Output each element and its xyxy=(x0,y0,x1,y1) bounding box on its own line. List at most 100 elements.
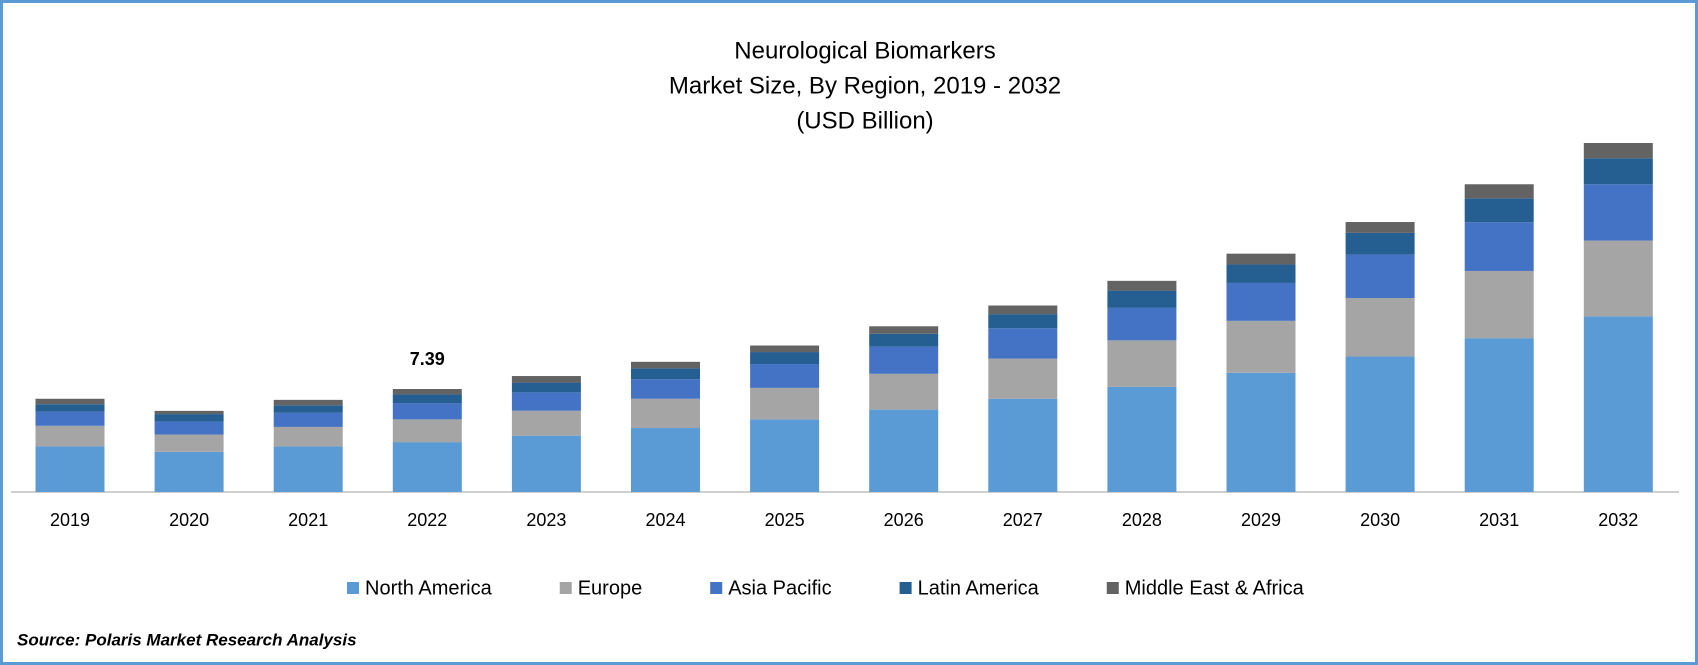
bar-segment xyxy=(869,333,939,347)
bar-segment xyxy=(1107,340,1177,387)
bar-segment xyxy=(631,361,700,369)
legend-label: Asia Pacific xyxy=(728,577,831,599)
legend-swatch xyxy=(1106,582,1119,594)
chart-title: Neurological Biomarkers xyxy=(734,37,995,64)
bar-segment xyxy=(988,328,1058,359)
bar-segment xyxy=(750,387,820,420)
bar-segment xyxy=(1345,297,1415,357)
bar-segment xyxy=(273,412,343,427)
bar-segment xyxy=(988,314,1058,329)
bar-segment xyxy=(1226,282,1296,321)
bar-segment xyxy=(1464,270,1534,339)
unit-label: (USD Billion) xyxy=(796,107,933,134)
bar-segment xyxy=(511,382,581,393)
bar-segment xyxy=(273,446,343,492)
bar-segment xyxy=(1345,232,1415,255)
total-label: 7.39 xyxy=(410,349,445,369)
x-tick-label: 2026 xyxy=(884,510,924,530)
bar-segment xyxy=(35,425,105,447)
x-tick-label: 2020 xyxy=(169,510,209,530)
legend-swatch xyxy=(710,582,723,594)
bar-segment xyxy=(631,379,700,399)
x-tick-label: 2031 xyxy=(1479,510,1519,530)
bar-segment xyxy=(1226,320,1296,373)
legend-label: Middle East & Africa xyxy=(1125,577,1305,599)
bar-segment xyxy=(1464,198,1534,223)
bar-segment xyxy=(392,389,462,395)
bar-segment xyxy=(1583,184,1653,241)
bar-segment xyxy=(869,346,939,374)
bar-segment xyxy=(869,373,939,410)
bar-segment xyxy=(1107,280,1177,291)
bar-segment xyxy=(988,358,1058,399)
source: Source: Polaris Market Research Analysis xyxy=(17,630,357,649)
bar-segment xyxy=(988,398,1058,492)
legend-swatch xyxy=(347,582,359,594)
bar-segment xyxy=(511,392,581,411)
bar-segment xyxy=(1583,143,1653,159)
bar-segment xyxy=(750,352,820,365)
x-tick-label: 2029 xyxy=(1241,510,1281,530)
legend-swatch xyxy=(899,582,912,594)
bar-segment xyxy=(1226,372,1296,492)
bar-segment xyxy=(511,376,581,383)
bar-segment xyxy=(35,446,105,492)
bar-segment xyxy=(1583,240,1653,317)
bar-segment xyxy=(1107,290,1177,308)
bar-segment xyxy=(511,435,581,492)
chart-subtitle: Market Size, By Region, 2019 - 2032 xyxy=(669,72,1061,99)
legend-swatch xyxy=(559,582,572,594)
bar-segment xyxy=(273,399,343,406)
bar-segment xyxy=(1464,222,1534,271)
x-tick-label: 2019 xyxy=(50,510,90,530)
bar-segment xyxy=(1345,254,1415,298)
bar-segment xyxy=(35,404,105,412)
x-tick-label: 2023 xyxy=(526,510,566,530)
bar-segment xyxy=(1107,307,1177,341)
bar-segment xyxy=(35,398,105,405)
legend-label: Latin America xyxy=(918,577,1040,599)
bar-segment xyxy=(750,345,820,353)
bar-segment xyxy=(750,364,820,388)
bar-segment xyxy=(392,442,462,492)
bar-segment xyxy=(631,368,700,380)
bar-segment xyxy=(273,426,343,447)
bar-segment xyxy=(1226,264,1296,283)
bar-segment xyxy=(1107,386,1177,492)
bar-segment xyxy=(154,414,224,422)
bar-segment xyxy=(392,403,462,420)
bar-segment xyxy=(1464,338,1534,492)
bar-segment xyxy=(392,394,462,404)
legend-label: North America xyxy=(365,577,493,599)
bar-segment xyxy=(154,451,224,492)
bar-segment xyxy=(154,410,224,415)
x-tick-label: 2022 xyxy=(407,510,447,530)
x-tick-label: 2021 xyxy=(288,510,328,530)
bar-segment xyxy=(511,410,581,436)
bar-segment xyxy=(988,305,1058,315)
bar-segment xyxy=(869,409,939,492)
bar-segment xyxy=(1583,316,1653,492)
x-tick-label: 2025 xyxy=(765,510,805,530)
bar-segment xyxy=(392,419,462,443)
bar-segment xyxy=(154,434,224,452)
legend-label: Europe xyxy=(578,577,643,599)
bar-segment xyxy=(750,419,820,492)
bar-segment xyxy=(869,326,939,334)
bar-segment xyxy=(1583,158,1653,185)
bar-segment xyxy=(1464,184,1534,199)
x-tick-label: 2030 xyxy=(1360,510,1400,530)
x-tick-label: 2027 xyxy=(1003,510,1043,530)
bar-segment xyxy=(631,428,700,492)
bar-segment xyxy=(631,398,700,429)
bar-segment xyxy=(273,405,343,413)
bar-segment xyxy=(1226,253,1296,265)
bar-segment xyxy=(1345,222,1415,233)
x-tick-label: 2028 xyxy=(1122,510,1162,530)
bar-segment xyxy=(1345,356,1415,492)
bar-segment xyxy=(154,421,224,435)
x-tick-label: 2024 xyxy=(645,510,685,530)
x-tick-label: 2032 xyxy=(1598,510,1638,530)
